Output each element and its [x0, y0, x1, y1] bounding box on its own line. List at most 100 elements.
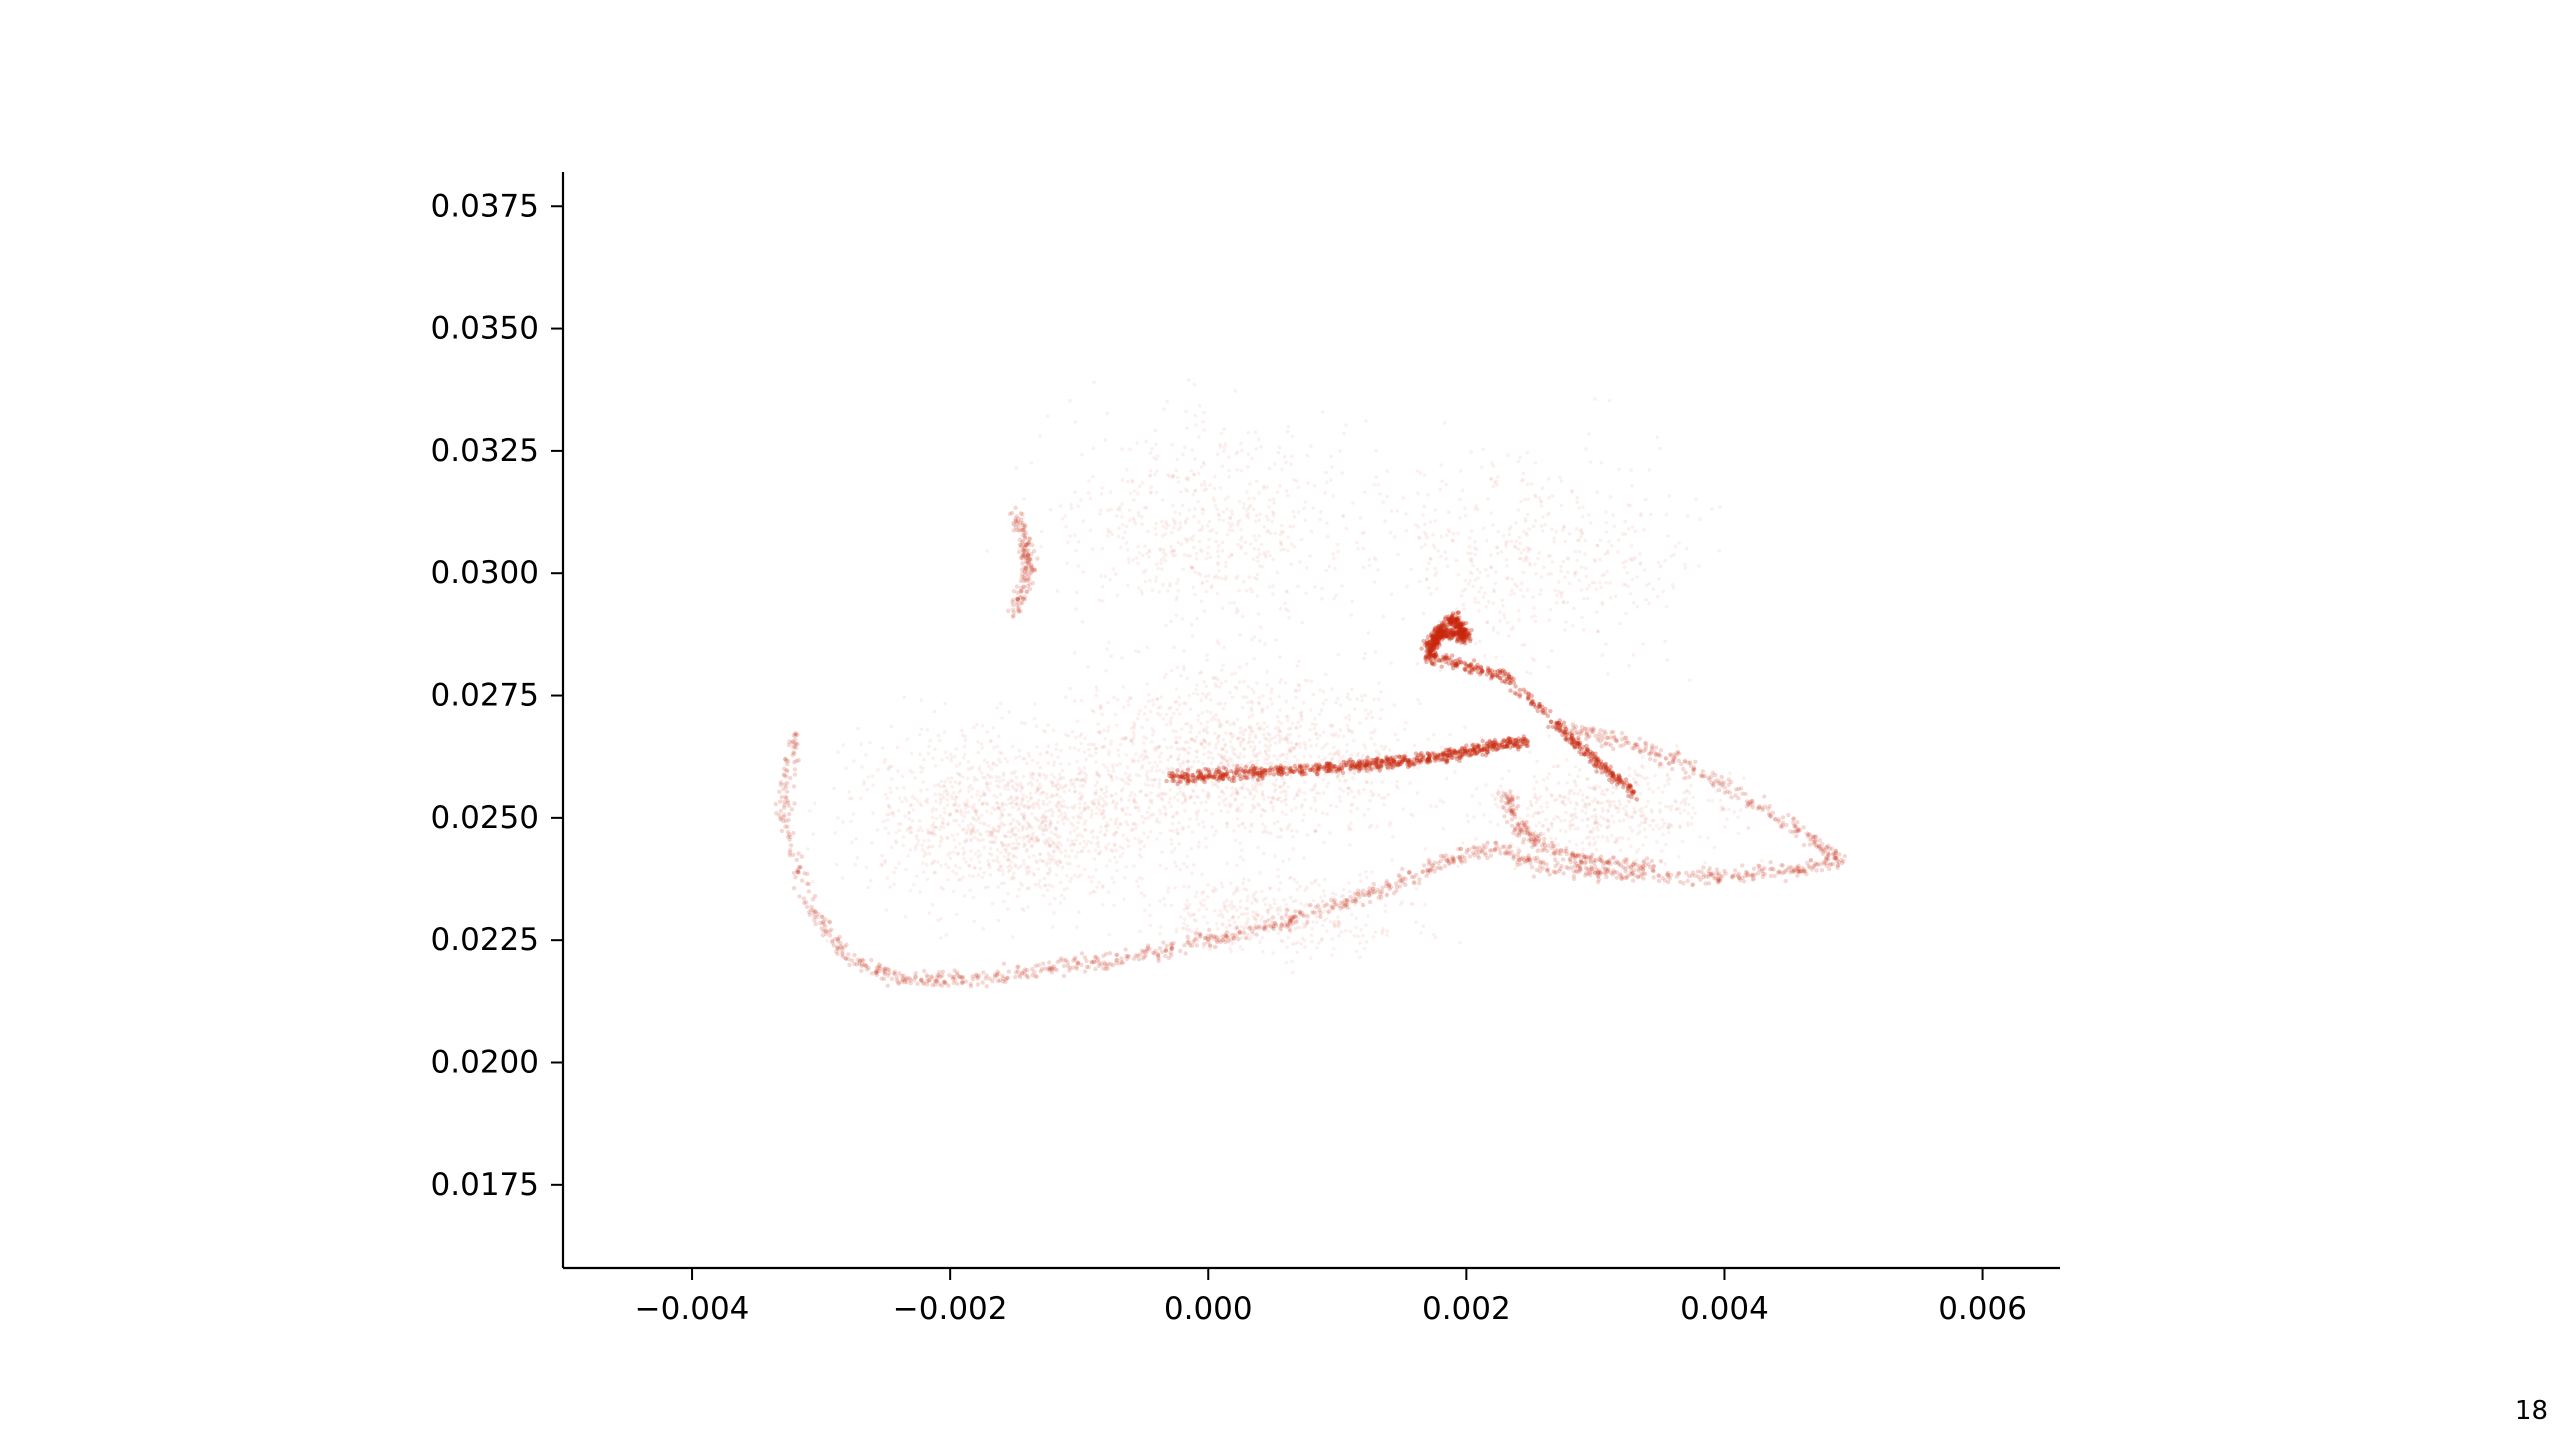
scatter-point [1035, 787, 1040, 792]
scatter-point [1288, 749, 1292, 753]
scatter-point [1134, 826, 1138, 831]
scatter-point [1728, 771, 1732, 776]
scatter-point [1586, 795, 1590, 800]
scatter-point [1038, 878, 1042, 883]
scatter-point [1190, 830, 1195, 834]
scatter-point [1029, 838, 1034, 842]
scatter-point [912, 796, 917, 801]
scatter-point [1099, 962, 1104, 967]
scatter-point [773, 801, 778, 807]
scatter-point [1219, 809, 1224, 813]
scatter-point [1242, 877, 1246, 881]
scatter-point [1090, 800, 1095, 805]
scatter-point [1179, 673, 1183, 678]
scatter-point [1096, 851, 1101, 856]
scatter-point [1216, 575, 1221, 580]
scatter-point [1226, 455, 1231, 460]
scatter-point [1180, 503, 1185, 508]
scatter-point [968, 830, 973, 835]
scatter-point [1533, 619, 1538, 623]
scatter-point [933, 870, 938, 875]
scatter-point [1356, 788, 1361, 793]
scatter-point [1341, 734, 1346, 738]
scatter-point [977, 860, 982, 864]
scatter-point [1054, 793, 1059, 797]
scatter-point [1597, 785, 1602, 789]
scatter-point [1478, 570, 1483, 575]
scatter-point [976, 740, 980, 744]
scatter-point [1098, 830, 1103, 834]
scatter-point [976, 849, 981, 853]
scatter-point [900, 774, 905, 779]
scatter-point [1314, 731, 1318, 736]
scatter-point [1024, 866, 1028, 870]
scatter-point [1489, 565, 1494, 569]
scatter-point [1169, 716, 1174, 720]
scatter-point [1523, 643, 1527, 647]
scatter-point [1451, 531, 1456, 536]
scatter-point [1272, 501, 1276, 505]
scatter-point [1143, 908, 1147, 913]
scatter-point [1213, 682, 1218, 686]
scatter-point [1363, 693, 1368, 698]
scatter-point [971, 829, 976, 833]
scatter-point [1165, 473, 1170, 477]
scatter-point [974, 818, 979, 823]
scatter-point [1143, 579, 1147, 584]
scatter-point [1272, 789, 1277, 794]
scatter-point [1442, 421, 1447, 425]
scatter-point [880, 863, 885, 867]
scatter-point [1095, 688, 1099, 693]
scatter-point [1187, 693, 1191, 698]
scatter-point [1030, 833, 1035, 838]
scatter-point [868, 740, 872, 745]
scatter-point [831, 943, 837, 948]
scatter-point [1175, 792, 1180, 796]
scatter-point [1345, 749, 1349, 753]
scatter-point [1166, 886, 1171, 890]
scatter-point [1241, 782, 1246, 787]
scatter-point [1422, 522, 1427, 527]
scatter-point [1388, 748, 1392, 752]
scatter-point [983, 775, 987, 780]
scatter-point [1336, 748, 1341, 753]
scatter-point [885, 796, 890, 801]
scatter-point [1185, 426, 1189, 431]
scatter-point [1075, 759, 1079, 764]
scatter-point [1196, 471, 1201, 476]
scatter-point [1181, 827, 1185, 832]
scatter-point [1137, 808, 1141, 813]
scatter-point [1248, 739, 1252, 744]
scatter-point [1008, 868, 1012, 873]
scatter-point [1221, 663, 1226, 667]
scatter-point [1418, 701, 1422, 706]
scatter-point [1227, 468, 1232, 473]
scatter-point [1267, 466, 1272, 471]
scatter-point [938, 784, 942, 789]
scatter-point [1091, 889, 1095, 894]
scatter-point [988, 739, 993, 744]
scatter-point [1347, 714, 1351, 718]
scatter-point [1213, 731, 1217, 736]
scatter-point [1573, 811, 1577, 816]
scatter-point [1298, 745, 1302, 750]
scatter-point [1605, 817, 1609, 822]
scatter-point [1577, 506, 1581, 510]
scatter-point [879, 863, 883, 867]
scatter-point [988, 865, 992, 869]
scatter-point [1099, 705, 1103, 710]
scatter-point [941, 784, 946, 789]
scatter-point [1058, 880, 1063, 885]
scatter-point [1245, 911, 1250, 916]
scatter-point [1125, 806, 1130, 810]
scatter-point [1051, 964, 1057, 969]
scatter-point [1392, 703, 1397, 707]
scatter-point [1183, 740, 1188, 744]
scatter-point [1633, 769, 1637, 773]
scatter-point [1444, 557, 1448, 561]
scatter-point [1027, 840, 1032, 845]
scatter-point [1519, 499, 1523, 504]
scatter-point [1165, 399, 1170, 404]
scatter-point [1238, 899, 1243, 903]
scatter-point [1254, 538, 1258, 542]
